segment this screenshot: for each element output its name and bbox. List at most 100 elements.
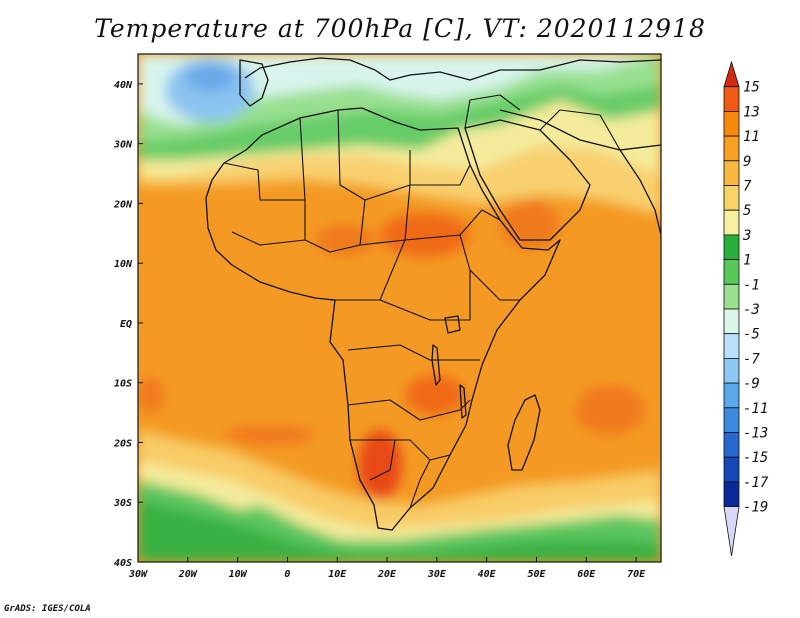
field-band-dgreen-south	[138, 500, 661, 562]
colorbar-swatch	[723, 234, 740, 260]
colorbar-label: -11	[743, 401, 768, 417]
x-tick-label: 70E	[627, 569, 646, 580]
field-hot-atlantic-w	[138, 377, 164, 413]
colorbar-swatch	[723, 308, 740, 335]
temperature-field	[138, 54, 661, 562]
colorbar: 15 13 11 9 7 5 3 1 -1 -3 -5 -7 -9 -11 -13 -15 -17 -19	[723, 60, 769, 557]
x-tick-label: 40E	[478, 569, 497, 580]
colorbar-bottom-arrow	[723, 506, 740, 557]
iberia-coast	[239, 59, 269, 107]
africa-coast	[205, 107, 561, 531]
credit-text: GrADS: IGES/COLA	[4, 604, 91, 614]
map-frame	[137, 53, 662, 563]
border-10	[379, 270, 471, 321]
colorbar-label: -7	[743, 351, 760, 367]
x-tick-label: 20W	[178, 569, 198, 580]
colorbar-swatch	[723, 382, 740, 409]
colorbar-swatch	[723, 185, 740, 211]
europe-coast	[244, 57, 661, 81]
field-hot-ethiopia	[500, 200, 560, 250]
x-axis: 30W 20W 10W 0 10E 20E 30E 40E 50E 60E 70E	[128, 557, 646, 580]
border-12	[347, 399, 471, 421]
colorbar-swatch	[723, 209, 740, 236]
colorbar-label: 1	[743, 253, 751, 269]
colorbar-swatch	[723, 357, 740, 384]
x-tick-label: 0	[284, 569, 290, 580]
colorbar-swatch	[723, 111, 740, 137]
colorbar-swatch	[723, 259, 740, 285]
colorbar-label: -13	[743, 426, 768, 442]
border-17	[539, 109, 621, 151]
colorbar-label: -5	[743, 327, 760, 343]
colorbar-label: 5	[743, 203, 751, 219]
y-tick-label: 30N	[113, 140, 133, 151]
persia-coast	[499, 109, 661, 151]
border-8	[459, 234, 520, 301]
colorbar-label: 11	[743, 129, 760, 145]
coastlines	[205, 57, 661, 531]
field-band-cyan-north	[138, 54, 661, 125]
field-hot-atlantic-s	[225, 425, 315, 445]
field-hot-indian	[575, 385, 645, 435]
colorbar-label: -17	[743, 475, 769, 491]
y-tick-label: 20N	[113, 199, 133, 210]
field-blue-atlantic-core	[185, 64, 235, 92]
border-1	[223, 117, 306, 201]
colorbar-swatch	[723, 432, 740, 458]
y-tick-label: 40S	[114, 558, 132, 569]
y-axis: 40N 30N 20N 10N EQ 10S 20S 30S 40S	[113, 80, 143, 569]
border-14	[369, 439, 396, 481]
colorbar-label: 9	[743, 154, 751, 170]
x-tick-label: 20E	[377, 569, 397, 580]
y-tick-label: 20S	[113, 438, 132, 449]
field-hot-sahel-2	[315, 224, 375, 256]
y-tick-label: 30S	[113, 498, 132, 509]
colorbar-swatch	[723, 407, 740, 433]
colorbar-swatch	[723, 456, 740, 483]
border-15	[409, 459, 431, 509]
colorbar-label: 7	[743, 179, 752, 195]
y-tick-label: EQ	[120, 319, 132, 330]
colorbar-label: -3	[743, 302, 760, 318]
madagascar-coast	[507, 394, 541, 471]
colorbar-swatch	[723, 481, 740, 507]
y-tick-label: 40N	[114, 80, 133, 91]
colorbar-swatch	[723, 283, 740, 310]
colorbar-swatch	[723, 160, 740, 186]
colorbar-top-arrow	[723, 60, 740, 88]
arabia-coast	[464, 119, 591, 241]
lake-victoria	[444, 315, 461, 334]
colorbar-label: -1	[743, 277, 760, 293]
x-tick-label: 50E	[527, 569, 546, 580]
colorbar-label: -15	[743, 450, 768, 466]
field-hot-kalahari	[358, 430, 402, 500]
colorbar-label: 13	[743, 104, 760, 120]
border-11	[347, 344, 480, 361]
colorbar-swatch	[723, 86, 740, 112]
x-tick-label: 10E	[328, 569, 347, 580]
india-coast	[619, 149, 661, 236]
field-hot-zambia	[405, 375, 465, 415]
border-3	[410, 164, 471, 186]
x-tick-label: 60E	[577, 569, 596, 580]
borders	[223, 94, 621, 509]
x-tick-label: 10W	[229, 569, 248, 580]
border-7	[404, 209, 501, 241]
colorbar-swatch	[723, 135, 740, 162]
x-tick-label: 30W	[128, 569, 148, 580]
border-4	[231, 200, 306, 246]
y-tick-label: 10N	[114, 259, 133, 270]
lake-tanganyika	[431, 344, 441, 386]
colorbar-label: 15	[743, 80, 760, 96]
colorbar-label: 3	[742, 228, 751, 244]
colorbar-label: -9	[743, 376, 760, 392]
border-13	[350, 439, 451, 461]
chart-title: Temperature at 700hPa [C], VT: 202011291…	[94, 14, 706, 43]
border-5	[304, 199, 366, 253]
lakes	[431, 315, 467, 419]
colorbar-swatch	[723, 333, 740, 359]
border-16	[464, 94, 521, 129]
x-tick-label: 30E	[427, 569, 447, 580]
y-tick-label: 10S	[114, 379, 132, 390]
